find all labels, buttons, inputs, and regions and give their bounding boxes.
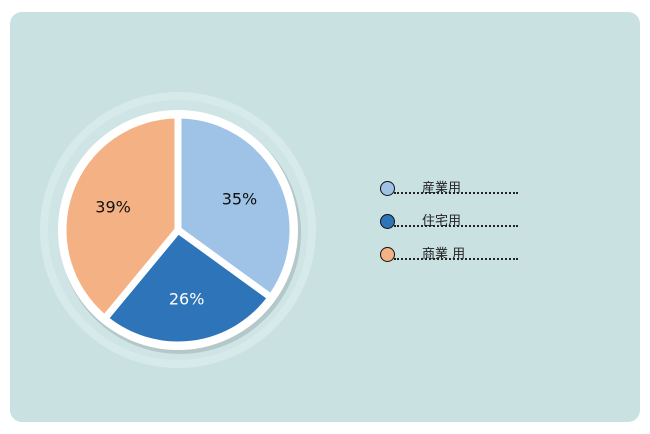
pie-slice-1 (99, 225, 276, 349)
legend-item: 住宅用 (380, 214, 520, 240)
legend-dotted-line (394, 258, 518, 260)
legend-marker-icon (380, 181, 395, 196)
legend-item: 商業 用 (380, 247, 520, 273)
legend-label: 住宅用 (422, 214, 462, 229)
pie-slice-0 (174, 111, 297, 303)
legend-label: 産業用 (422, 181, 462, 196)
legend-dotted-line (394, 192, 518, 194)
slice-label: 35% (222, 190, 258, 209)
legend-label: 商業 用 (422, 247, 466, 262)
slice-label: 26% (169, 289, 205, 308)
pie-slice-2 (59, 111, 182, 324)
legend-marker-icon (380, 247, 395, 262)
legend-item: 産業用 (380, 181, 520, 207)
slice-label: 39% (95, 198, 131, 217)
legend-marker-icon (380, 214, 395, 229)
legend-dotted-line (394, 225, 518, 227)
